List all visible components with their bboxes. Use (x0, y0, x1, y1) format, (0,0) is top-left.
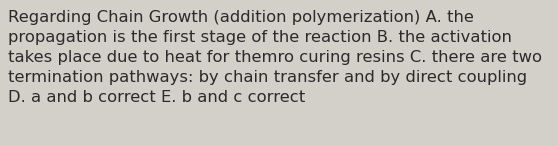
Text: Regarding Chain Growth (addition polymerization) A. the
propagation is the first: Regarding Chain Growth (addition polymer… (8, 10, 542, 105)
